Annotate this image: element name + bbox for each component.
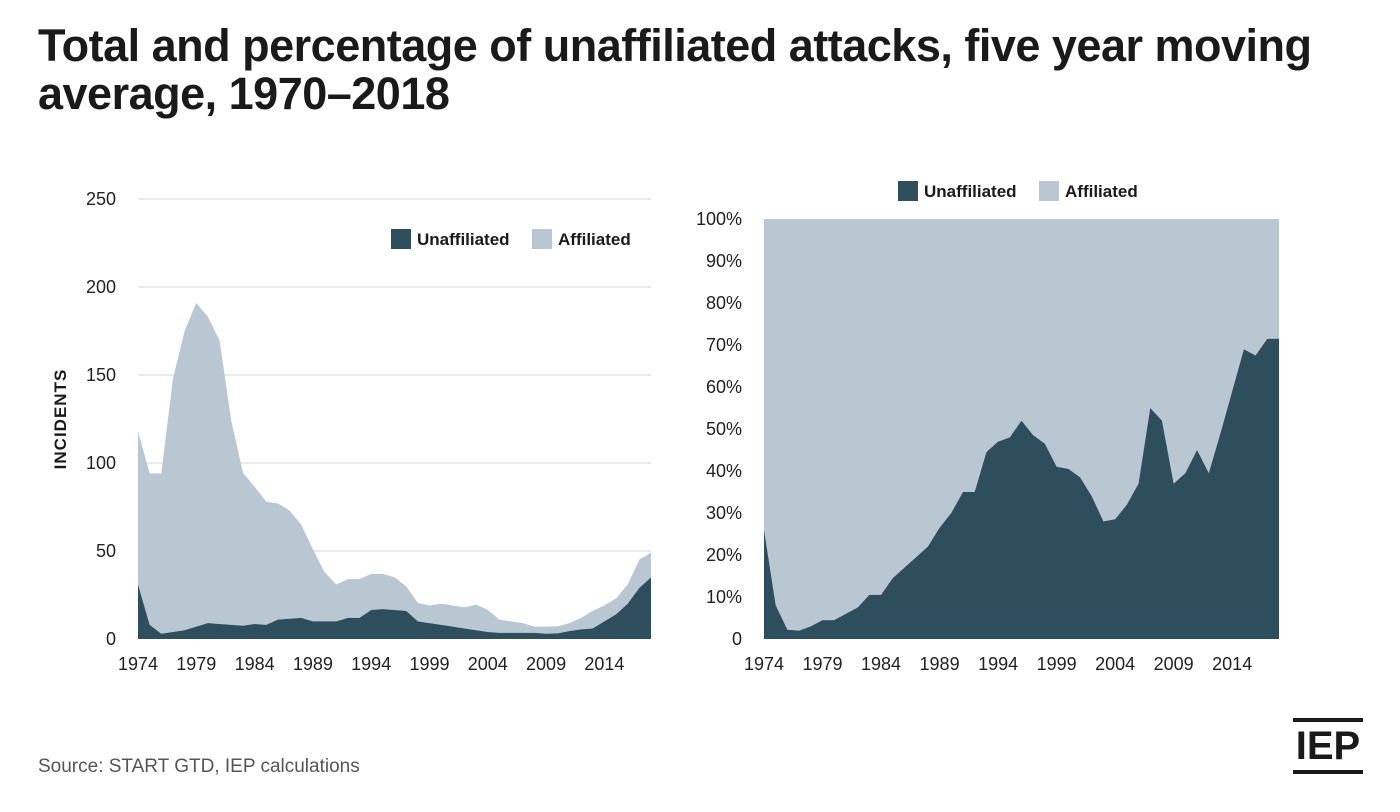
y-tick-label: 100% [696, 209, 742, 229]
x-tick-label: 1984 [235, 654, 275, 674]
chart-title: Total and percentage of unaffiliated att… [38, 20, 1312, 119]
x-tick-label: 1994 [351, 654, 391, 674]
x-tick-label: 2014 [584, 654, 624, 674]
legend-swatch-unaffiliated [898, 181, 918, 201]
y-tick-label: 250 [86, 189, 116, 209]
y-tick-label: 20% [706, 545, 742, 565]
x-tick-label: 2004 [1095, 654, 1135, 674]
x-tick-label: 1979 [176, 654, 216, 674]
x-tick-label: 1979 [802, 654, 842, 674]
y-axis-title: INCIDENTS [51, 369, 70, 470]
x-tick-label: 2009 [526, 654, 566, 674]
y-tick-label: 90% [706, 251, 742, 271]
legend-swatch-affiliated [1039, 181, 1059, 201]
x-tick-label: 1999 [409, 654, 449, 674]
x-tick-label: 1989 [293, 654, 333, 674]
x-tick-label: 2009 [1154, 654, 1194, 674]
y-tick-label: 200 [86, 277, 116, 297]
area-affiliated [764, 219, 1279, 631]
y-tick-label: 10% [706, 587, 742, 607]
x-tick-label: 1974 [118, 654, 158, 674]
x-tick-label: 1984 [861, 654, 901, 674]
percentage-chart: 0 10% 20% 30% 40% 50% 60% 70% 80% 90% 100% 1974 1979… [696, 181, 1279, 674]
x-tick-label: 1989 [920, 654, 960, 674]
y-tick-label: 0 [106, 629, 116, 649]
x-tick-label: 1994 [978, 654, 1018, 674]
y-tick-label: 40% [706, 461, 742, 481]
logo-text: IEP [1295, 724, 1361, 768]
legend-swatch-unaffiliated [391, 229, 411, 249]
y-tick-label: 50% [706, 419, 742, 439]
y-tick-label: 30% [706, 503, 742, 523]
y-tick-label: 80% [706, 293, 742, 313]
legend-label-unaffiliated: Unaffiliated [417, 230, 510, 249]
iep-logo: IEP [1293, 718, 1363, 774]
legend-label-unaffiliated: Unaffiliated [924, 182, 1017, 201]
y-tick-label: 50 [96, 541, 116, 561]
y-tick-label: 70% [706, 335, 742, 355]
y-tick-label: 100 [86, 453, 116, 473]
area-unaffiliated [764, 338, 1279, 639]
legend-label-affiliated: Affiliated [1065, 182, 1138, 201]
legend-label-affiliated: Affiliated [558, 230, 631, 249]
x-tick-label: 2004 [468, 654, 508, 674]
area-unaffiliated [138, 577, 651, 639]
x-tick-label: 2014 [1212, 654, 1252, 674]
incidents-chart: 0 50 100 150 200 250 1974 1979 1984 1989 1994 1999 2… [51, 189, 651, 674]
area-affiliated [138, 302, 651, 634]
y-tick-label: 0 [732, 629, 742, 649]
y-tick-label: 60% [706, 377, 742, 397]
legend-swatch-affiliated [532, 229, 552, 249]
x-tick-label: 1999 [1037, 654, 1077, 674]
source-note: Source: START GTD, IEP calculations [38, 756, 360, 777]
y-tick-label: 150 [86, 365, 116, 385]
x-tick-label: 1974 [744, 654, 784, 674]
